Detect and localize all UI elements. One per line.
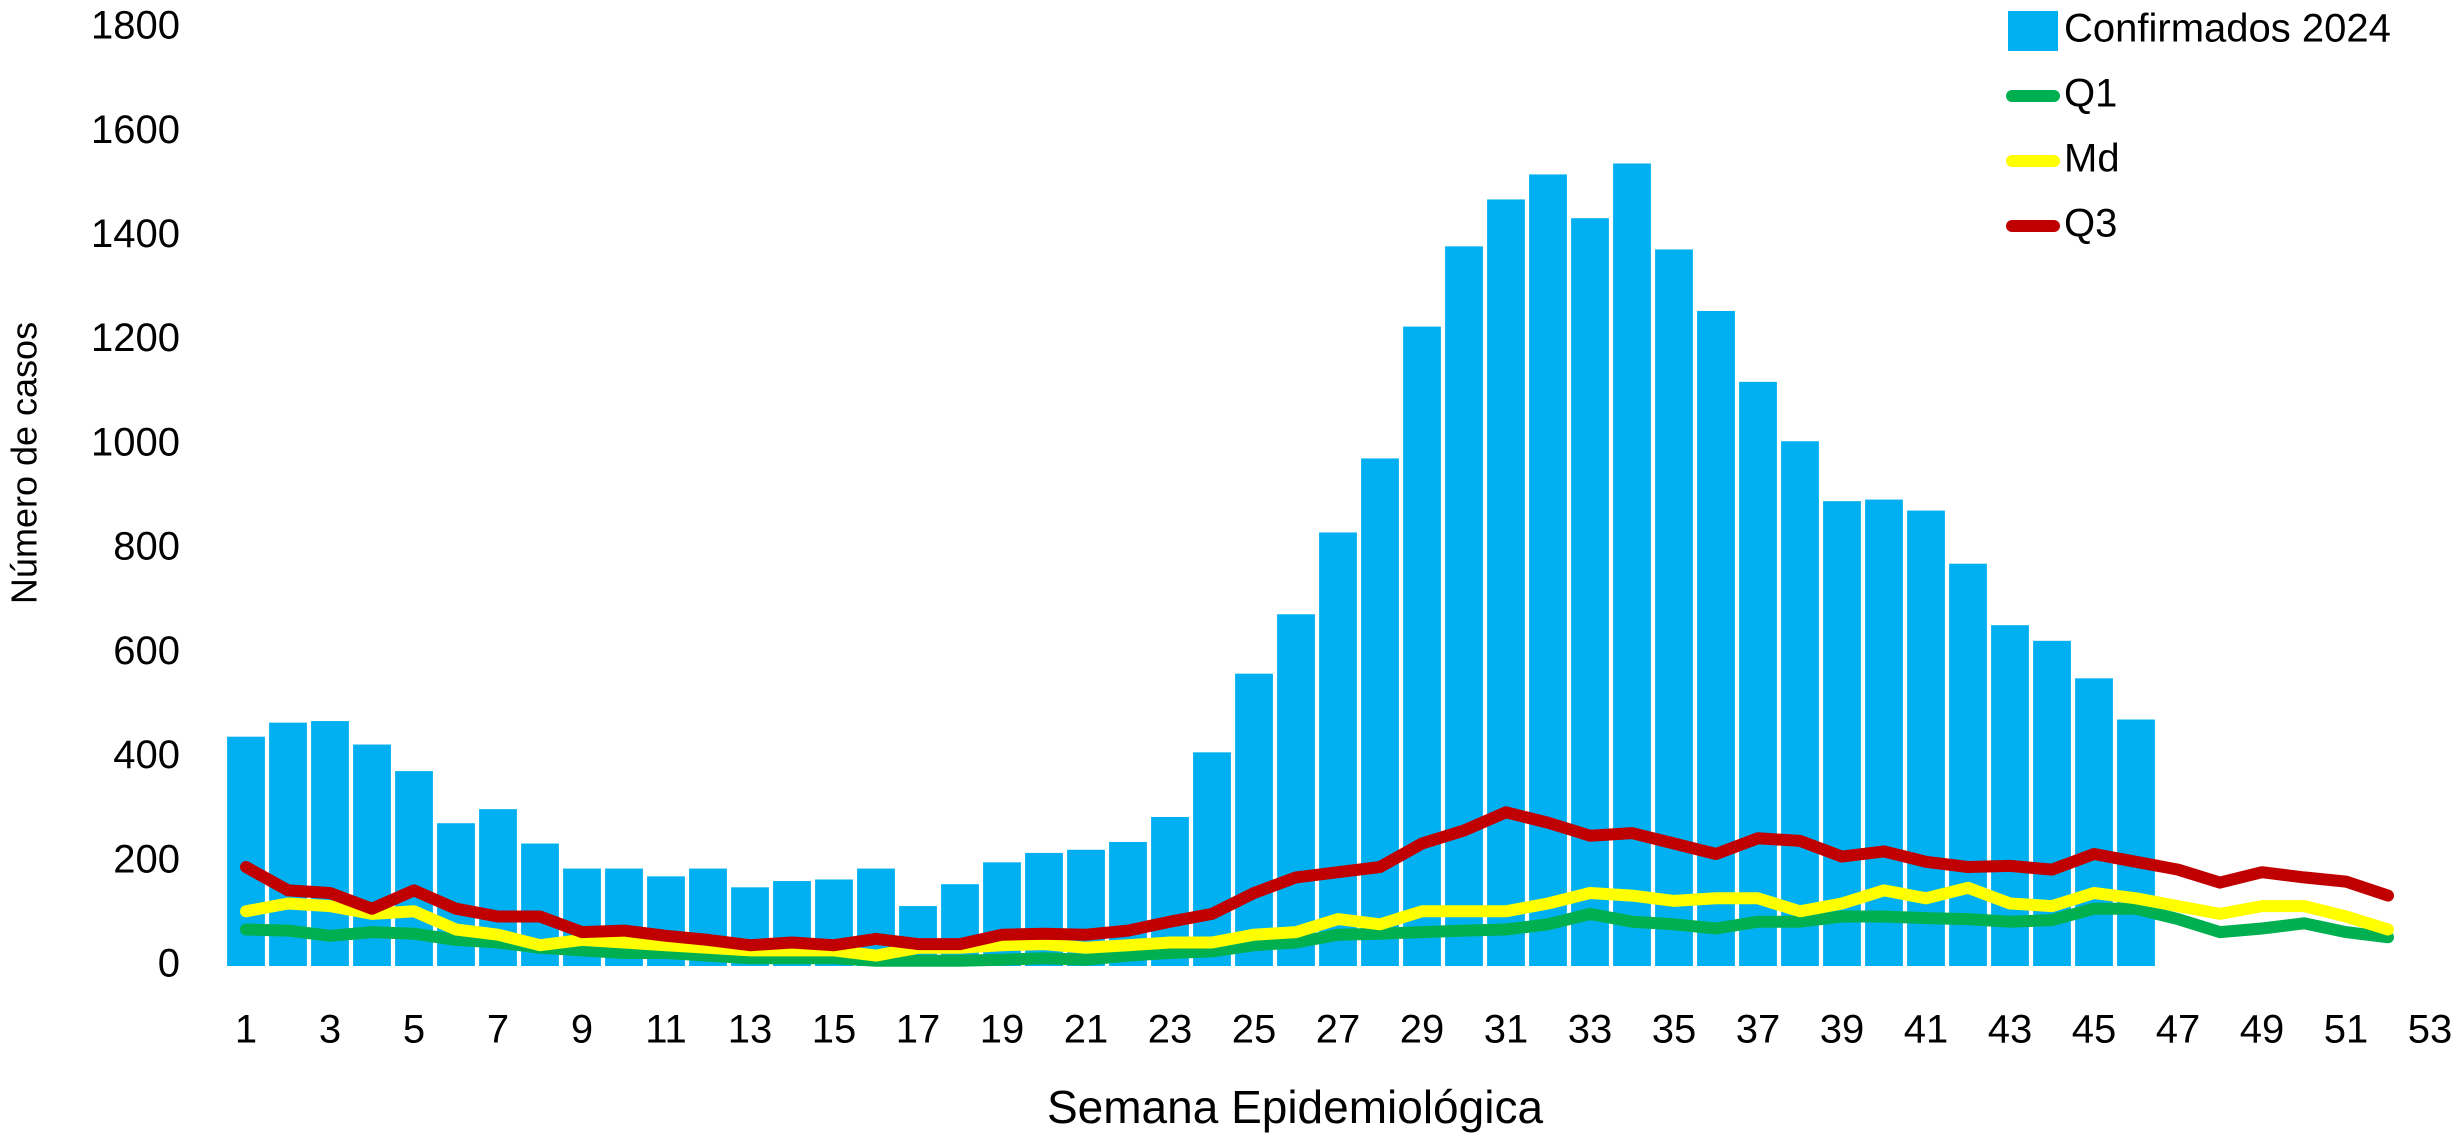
- x-tick-label: 53: [2408, 1008, 2453, 1052]
- x-tick-label: 51: [2324, 1008, 2369, 1052]
- y-tick-label: 1800: [91, 4, 180, 48]
- y-tick-label: 800: [113, 525, 180, 569]
- x-tick-label: 33: [1568, 1008, 1613, 1052]
- bar: [2075, 678, 2113, 966]
- legend-label: Q1: [2064, 72, 2117, 116]
- y-tick-label: 0: [158, 942, 180, 986]
- y-tick-label: 1400: [91, 212, 180, 256]
- x-tick-label: 15: [812, 1008, 857, 1052]
- y-axis-title: Número de casos: [4, 322, 45, 604]
- x-tick-label: 7: [487, 1008, 509, 1052]
- legend-label: Md: [2064, 137, 2120, 181]
- y-tick-label: 400: [113, 733, 180, 777]
- bar: [1193, 752, 1231, 966]
- bar: [1571, 218, 1609, 966]
- x-tick-label: 29: [1400, 1008, 1445, 1052]
- line: [240, 881, 2394, 962]
- x-tick-label: 43: [1988, 1008, 2033, 1052]
- y-tick-label: 200: [113, 837, 180, 881]
- x-tick-label: 41: [1904, 1008, 1949, 1052]
- x-tick-label: 35: [1652, 1008, 1697, 1052]
- x-tick-label: 9: [571, 1008, 593, 1052]
- x-tick-label: 49: [2240, 1008, 2285, 1052]
- y-tick-label: 1200: [91, 316, 180, 360]
- x-tick-label: 45: [2072, 1008, 2117, 1052]
- x-tick-label: 39: [1820, 1008, 1865, 1052]
- x-tick-label: 27: [1316, 1008, 1361, 1052]
- bar: [1655, 249, 1693, 966]
- bar: [1697, 310, 1735, 966]
- bar: [311, 721, 349, 966]
- x-tick-label: 11: [645, 1008, 687, 1052]
- x-tick-label: 3: [319, 1008, 341, 1052]
- line: [240, 902, 2394, 967]
- y-tick-label: 1000: [91, 420, 180, 464]
- x-tick-label: 37: [1736, 1008, 1781, 1052]
- x-tick-label: 21: [1064, 1008, 1109, 1052]
- legend-label: Confirmados 2024: [2064, 7, 2391, 51]
- x-tick-label: 31: [1484, 1008, 1529, 1052]
- x-tick-label: 23: [1148, 1008, 1193, 1052]
- x-axis-title: Semana Epidemiológica: [1047, 1081, 1543, 1133]
- bar: [2117, 719, 2155, 966]
- x-tick-label: 13: [728, 1008, 773, 1052]
- x-tick-label: 25: [1232, 1008, 1277, 1052]
- bar: [1235, 673, 1273, 966]
- x-tick-label: 17: [896, 1008, 941, 1052]
- bar: [1529, 174, 1567, 966]
- bar: [1319, 532, 1357, 966]
- bar: [1613, 163, 1651, 966]
- bar: [1781, 441, 1819, 967]
- bar: [1739, 381, 1777, 966]
- y-tick-label: 600: [113, 629, 180, 673]
- bar: [1487, 199, 1525, 966]
- line: [240, 806, 2394, 952]
- x-tick-label: 19: [980, 1008, 1025, 1052]
- bar: [1949, 563, 1987, 966]
- bar: [1361, 458, 1399, 966]
- x-tick-label: 1: [235, 1008, 257, 1052]
- x-tick-label: 47: [2156, 1008, 2201, 1052]
- x-tick-label: 5: [403, 1008, 425, 1052]
- bar: [1277, 614, 1315, 966]
- bar: [1445, 246, 1483, 966]
- bar: [1823, 501, 1861, 966]
- y-tick-label: 1600: [91, 108, 180, 152]
- legend-swatch: [2008, 11, 2058, 51]
- bar: [1403, 326, 1441, 966]
- legend-label: Q3: [2064, 202, 2117, 246]
